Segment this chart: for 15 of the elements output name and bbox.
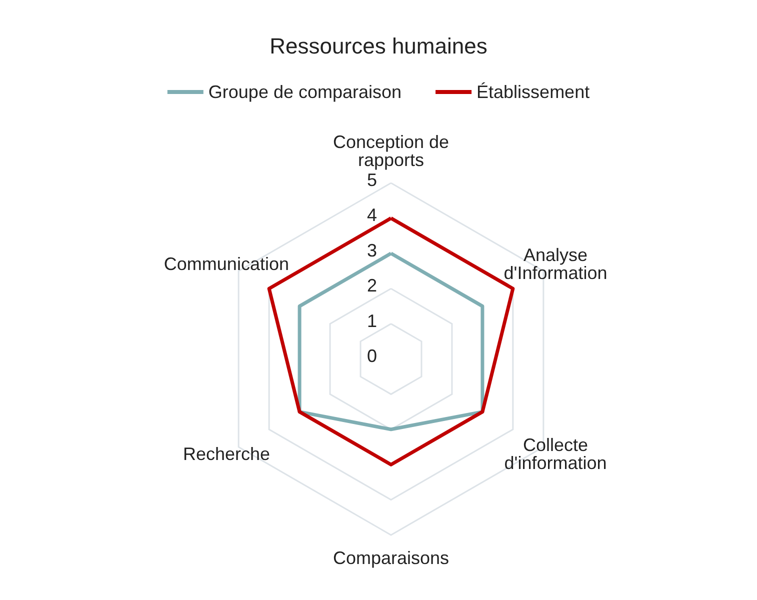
spoke-label: Comparaisons bbox=[332, 548, 450, 568]
spoke-label: Analyse d'Information bbox=[504, 245, 608, 283]
y-tick-label: 0 bbox=[366, 346, 377, 366]
y-tick-label: 2 bbox=[366, 276, 377, 296]
y-tick-label: 3 bbox=[366, 240, 377, 260]
chart-title: Ressources humaines bbox=[270, 34, 488, 58]
legend-label: Groupe de comparaison bbox=[208, 82, 402, 102]
spoke-label: Collecte d'information bbox=[504, 435, 607, 473]
spoke-label: Communication bbox=[164, 254, 289, 274]
y-tick-label: 4 bbox=[366, 205, 377, 226]
spoke-label: Recherche bbox=[182, 444, 270, 464]
y-tick-label: 1 bbox=[366, 310, 377, 331]
y-tick-label: 5 bbox=[366, 170, 377, 190]
legend-label: Établissement bbox=[476, 82, 590, 102]
spoke-label: Conception de rapports bbox=[332, 132, 450, 170]
